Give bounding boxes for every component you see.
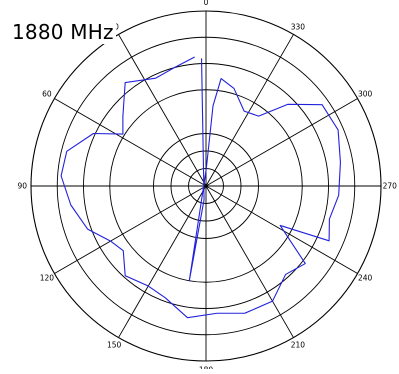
- angular-gridline: [205, 185, 358, 274]
- angular-tick-label: 90: [17, 182, 27, 191]
- angular-gridline: [54, 98, 207, 187]
- angular-tick-label: 180: [199, 365, 214, 369]
- angular-tick-label: 300: [358, 90, 373, 99]
- angular-tick-label: 210: [291, 341, 306, 350]
- angular-tick-label: 120: [40, 273, 55, 282]
- angular-tick-label: 60: [42, 90, 52, 99]
- angular-gridline: [118, 34, 207, 187]
- angular-gridline: [205, 98, 358, 187]
- angular-gridline: [205, 185, 294, 338]
- angular-tick-label: 0: [204, 0, 209, 7]
- series-layer: [60, 56, 341, 319]
- angular-gridline: [118, 185, 207, 338]
- angular-tick-label: 270: [383, 182, 398, 191]
- angular-tick-label: 330: [291, 22, 306, 31]
- angular-gridline: [54, 185, 207, 274]
- angular-gridline: [205, 34, 294, 187]
- chart-title: 1880 MHz: [10, 20, 116, 44]
- angular-tick-label: 240: [358, 273, 373, 282]
- angular-gridlines: [31, 11, 381, 361]
- angular-tick-label: 150: [107, 341, 122, 350]
- series-line: [60, 56, 341, 319]
